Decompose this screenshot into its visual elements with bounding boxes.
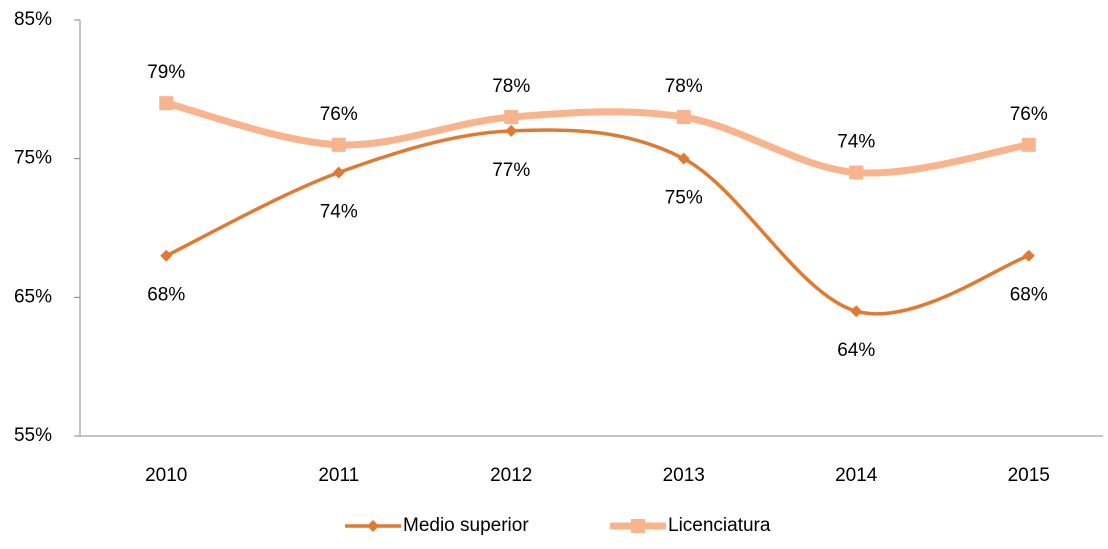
- data-point: [676, 110, 691, 125]
- data-point: [1022, 249, 1035, 262]
- data-point: [160, 249, 173, 262]
- data-label: 74%: [320, 202, 358, 223]
- y-tick-label: 85%: [14, 9, 52, 30]
- data-point: [677, 152, 690, 165]
- data-label: 68%: [1010, 285, 1048, 306]
- data-point: [850, 305, 863, 318]
- data-point: [1021, 137, 1036, 152]
- data-point: [849, 165, 864, 180]
- x-tick-label: 2011: [318, 465, 359, 486]
- x-tick-label: 2010: [145, 465, 187, 486]
- y-tick-label: 55%: [14, 425, 52, 446]
- data-label: 75%: [665, 188, 703, 209]
- data-point: [331, 137, 346, 152]
- data-label: 68%: [147, 285, 185, 306]
- y-tick-label: 75%: [14, 148, 52, 169]
- data-point: [504, 110, 519, 125]
- data-label: 78%: [665, 76, 703, 97]
- series-line: [165, 99, 1030, 177]
- legend-label: Medio superior: [403, 515, 529, 536]
- data-label: 76%: [320, 104, 358, 125]
- data-label: 79%: [147, 62, 185, 83]
- data-label: 77%: [492, 160, 530, 181]
- x-tick-label: 2012: [490, 465, 532, 486]
- x-tick-label: 2015: [1008, 465, 1050, 486]
- x-tick-label: 2013: [663, 465, 705, 486]
- x-tick-label: 2014: [835, 465, 878, 486]
- data-label: 64%: [837, 340, 875, 361]
- legend-label: Licenciatura: [668, 515, 771, 536]
- series-line: [165, 128, 1030, 316]
- legend-marker: [631, 519, 645, 533]
- legend-marker: [367, 520, 379, 532]
- data-point: [159, 96, 174, 111]
- data-label: 78%: [492, 76, 530, 97]
- data-label: 74%: [837, 132, 875, 153]
- data-point: [505, 124, 518, 137]
- data-label: 76%: [1010, 104, 1048, 125]
- data-point: [332, 166, 345, 179]
- y-tick-label: 65%: [14, 286, 52, 307]
